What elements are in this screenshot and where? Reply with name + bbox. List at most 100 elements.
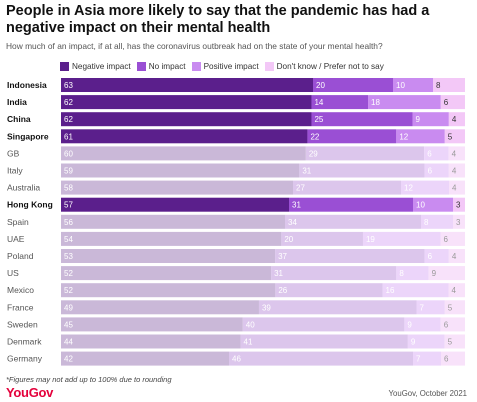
bar-spain-positive [421, 214, 453, 229]
value-label-mexico-dont-know: 4 [452, 286, 457, 295]
bar-china-negative [61, 112, 312, 127]
category-label-germany: Germany [7, 354, 43, 364]
category-label-mexico: Mexico [7, 285, 34, 295]
chart-subtitle: How much of an impact, if at all, has th… [6, 41, 383, 51]
value-label-denmark-no-impact: 41 [244, 338, 253, 347]
value-label-hong-kong-dont-know: 3 [456, 201, 461, 210]
bar-spain-dont-know [453, 214, 465, 229]
bar-gb-negative [61, 146, 306, 161]
bar-uae-no-impact [281, 231, 363, 246]
bar-singapore-negative [61, 129, 308, 144]
bar-indonesia-positive [393, 78, 433, 92]
value-label-india-negative: 62 [64, 98, 73, 107]
bar-australia-dont-know [449, 180, 465, 195]
bar-uae-negative [61, 231, 282, 246]
value-label-hong-kong-positive: 10 [416, 201, 425, 210]
bar-mexico-no-impact [275, 283, 383, 298]
bar-china-dont-know [448, 112, 465, 127]
value-label-india-positive: 18 [371, 98, 380, 107]
legend-swatch-no-impact [136, 61, 146, 71]
bar-denmark-negative [61, 334, 241, 349]
bar-indonesia-dont-know [433, 78, 465, 92]
bar-australia-negative [61, 180, 293, 195]
bar-us-positive [396, 266, 429, 281]
category-label-india: India [7, 97, 27, 107]
bar-us-negative [61, 266, 272, 281]
bar-uae-dont-know [440, 231, 465, 246]
value-label-gb-positive: 6 [427, 149, 432, 158]
bar-hong-kong-no-impact [289, 197, 413, 212]
value-label-poland-positive: 6 [428, 252, 433, 261]
bar-italy-no-impact [299, 163, 425, 178]
value-label-mexico-positive: 16 [386, 286, 395, 295]
bar-germany-dont-know [441, 351, 465, 366]
bar-gb-no-impact [305, 146, 425, 161]
bar-hong-kong-positive [413, 197, 453, 212]
bar-spain-no-impact [285, 214, 421, 229]
legend-swatch-negative [60, 61, 69, 71]
bar-gb-positive [424, 146, 449, 161]
value-label-italy-dont-know: 4 [452, 167, 457, 176]
bar-germany-positive [413, 351, 441, 366]
bar-uae-positive [362, 231, 441, 246]
bar-us-no-impact [271, 266, 397, 281]
yougov-logo: YouGov [6, 385, 54, 400]
value-label-mexico-negative: 52 [64, 286, 73, 295]
value-label-gb-negative: 60 [64, 149, 73, 158]
category-label-indonesia: Indonesia [7, 80, 47, 90]
value-label-uae-positive: 19 [366, 235, 375, 244]
value-label-singapore-positive: 12 [399, 132, 408, 141]
value-label-germany-no-impact: 46 [232, 355, 241, 364]
bar-australia-no-impact [293, 180, 401, 195]
value-label-china-dont-know: 4 [452, 115, 457, 124]
bar-india-positive [368, 95, 441, 110]
value-label-singapore-negative: 61 [64, 132, 73, 141]
value-label-china-negative: 62 [64, 115, 73, 124]
legend-label-dont-know: Don't know / Prefer not to say [276, 61, 384, 71]
value-label-denmark-negative: 44 [64, 338, 73, 347]
value-label-spain-negative: 56 [64, 218, 73, 227]
bar-singapore-no-impact [307, 129, 397, 144]
bar-poland-no-impact [275, 249, 425, 263]
value-label-sweden-dont-know: 6 [444, 320, 449, 329]
legend-label-positive: Positive impact [203, 61, 259, 71]
bar-sweden-negative [61, 317, 243, 332]
value-label-spain-dont-know: 3 [456, 218, 461, 227]
bar-italy-dont-know [448, 163, 465, 178]
value-label-china-positive: 9 [415, 115, 420, 124]
bar-mexico-negative [61, 283, 276, 298]
value-label-sweden-negative: 45 [64, 320, 73, 329]
value-label-indonesia-no-impact: 20 [316, 81, 325, 90]
category-label-gb: GB [7, 148, 20, 158]
category-label-australia: Australia [7, 183, 40, 193]
value-label-germany-dont-know: 6 [444, 355, 449, 364]
category-label-uae: UAE [7, 234, 25, 244]
value-label-italy-negative: 59 [64, 167, 73, 176]
value-label-australia-positive: 12 [404, 184, 413, 193]
legend-swatch-dont-know [264, 61, 274, 71]
bar-singapore-positive [396, 129, 445, 144]
legend-item-negative: Negative impact [60, 61, 131, 71]
bar-sweden-dont-know [440, 317, 465, 332]
value-label-hong-kong-no-impact: 31 [292, 201, 301, 210]
category-label-us: US [7, 268, 19, 278]
legend-swatch-positive [191, 61, 201, 71]
value-label-australia-no-impact: 27 [296, 184, 305, 193]
bar-mexico-dont-know [448, 283, 465, 298]
bar-poland-negative [61, 249, 276, 263]
value-label-gb-dont-know: 4 [452, 149, 457, 158]
value-label-germany-positive: 7 [416, 355, 421, 364]
value-label-australia-dont-know: 4 [452, 184, 457, 193]
value-label-us-negative: 52 [64, 269, 73, 278]
value-label-france-negative: 49 [64, 303, 73, 312]
value-label-uae-negative: 54 [64, 235, 73, 244]
bar-china-no-impact [311, 112, 413, 127]
bar-poland-dont-know [448, 249, 465, 263]
value-label-india-dont-know: 6 [444, 98, 449, 107]
value-label-uae-no-impact: 20 [284, 235, 293, 244]
value-label-denmark-dont-know: 5 [448, 338, 453, 347]
category-label-singapore: Singapore [7, 131, 49, 141]
category-label-denmark: Denmark [7, 337, 42, 347]
value-label-indonesia-negative: 63 [64, 81, 73, 90]
